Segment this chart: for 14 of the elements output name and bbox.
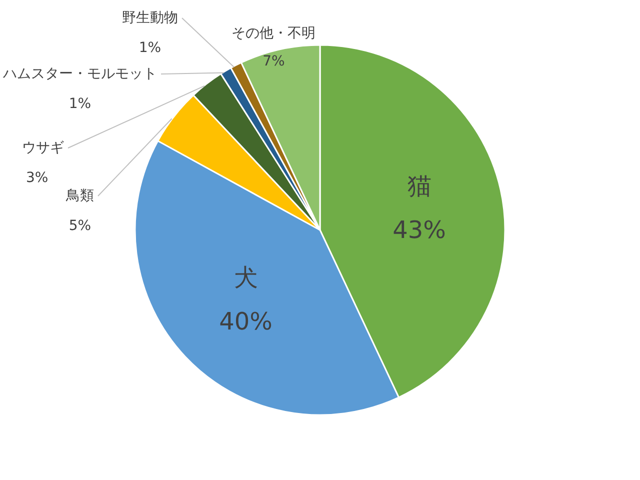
data-label: 40% [219,308,272,336]
data-label: 5% [68,218,92,234]
data-label: 1% [138,40,162,56]
slice-label: ハムスター・モルモット [2,66,157,82]
data-label: 43% [392,216,446,244]
data-label: 1% [68,96,92,112]
data-label: 3% [26,170,48,186]
slice-label: ウサギ [22,140,64,156]
slice-label: 野生動物 [122,10,178,26]
slice-label: 鳥類 [65,188,94,204]
slice-label: 犬 [234,264,258,292]
slice-label: その他・不明 [232,26,316,42]
data-label: 7% [262,54,285,70]
slice-label: 猫 [407,172,432,200]
